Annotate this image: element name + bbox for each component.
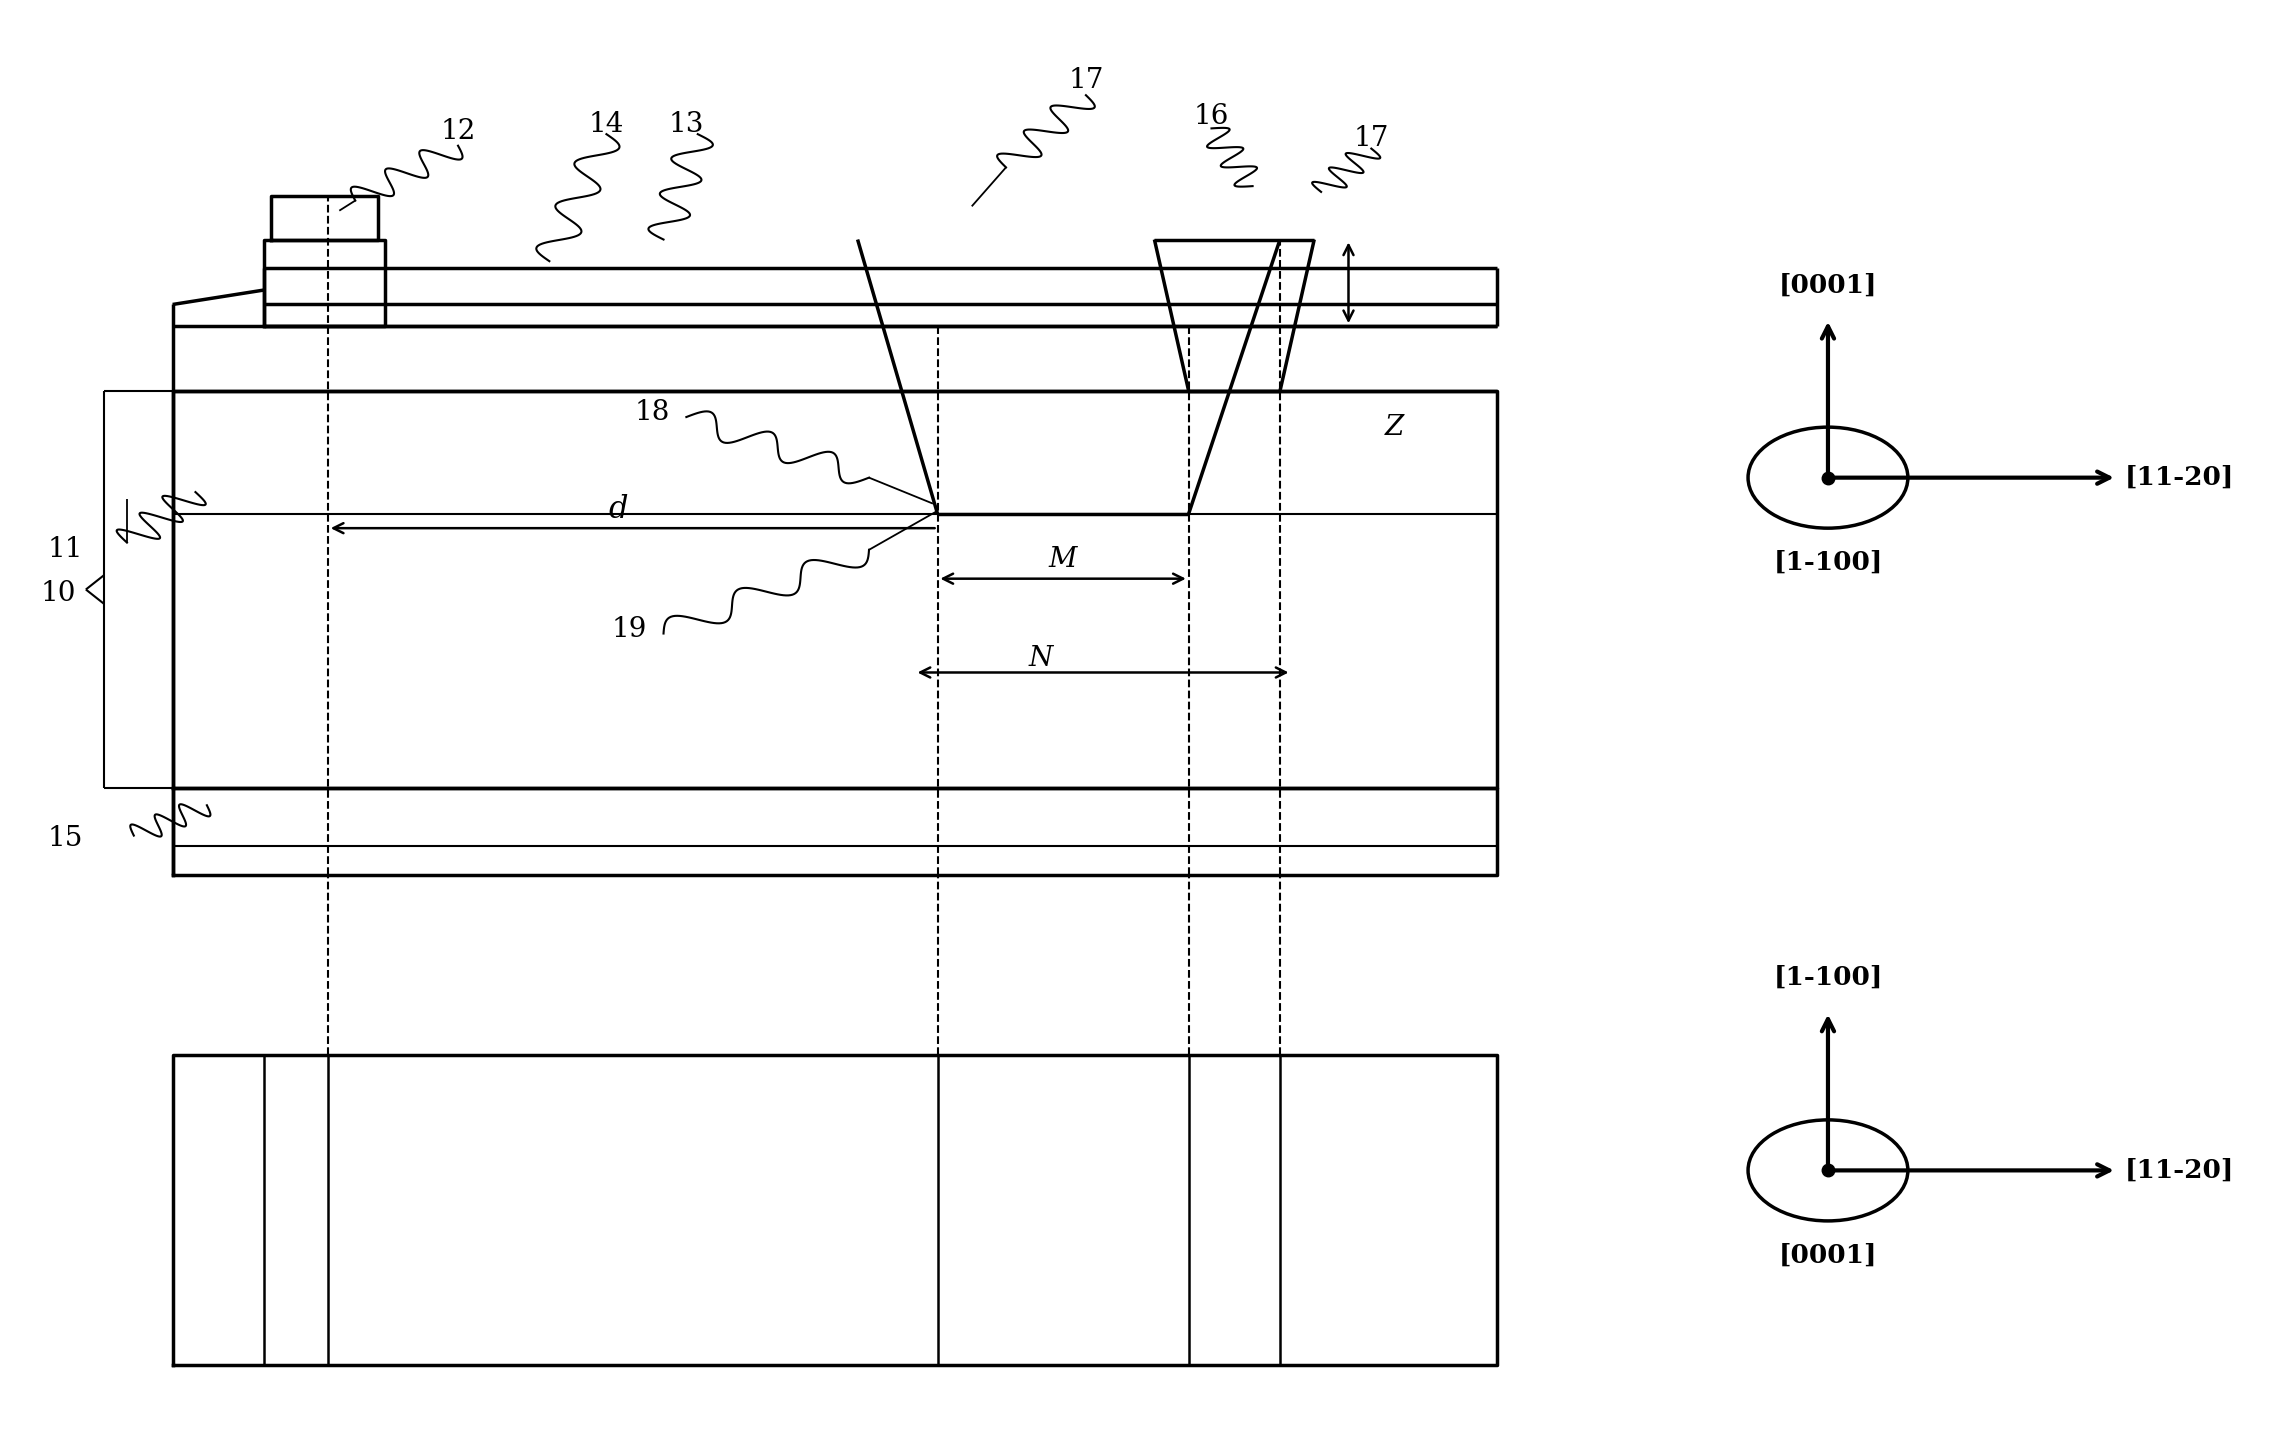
- Text: [0001]: [0001]: [1779, 272, 1877, 298]
- Text: [1-100]: [1-100]: [1774, 549, 1884, 576]
- Text: [11-20]: [11-20]: [2124, 1158, 2233, 1183]
- Text: Z: Z: [1385, 414, 1404, 441]
- Text: 12: 12: [441, 117, 475, 145]
- Text: [1-100]: [1-100]: [1774, 964, 1884, 991]
- Text: M: M: [1049, 547, 1077, 574]
- Text: 17: 17: [1353, 124, 1390, 152]
- Text: 18: 18: [636, 399, 670, 427]
- Text: d: d: [608, 495, 629, 525]
- Text: 13: 13: [670, 110, 704, 137]
- Text: 10: 10: [41, 580, 75, 607]
- Text: 14: 14: [590, 110, 624, 137]
- Text: [11-20]: [11-20]: [2124, 466, 2233, 490]
- Text: 19: 19: [613, 616, 647, 642]
- Text: 15: 15: [48, 826, 82, 852]
- Text: [0001]: [0001]: [1779, 1242, 1877, 1268]
- Text: N: N: [1029, 645, 1052, 671]
- Text: 17: 17: [1068, 68, 1104, 94]
- Text: 11: 11: [48, 536, 82, 564]
- Text: 16: 16: [1193, 103, 1230, 130]
